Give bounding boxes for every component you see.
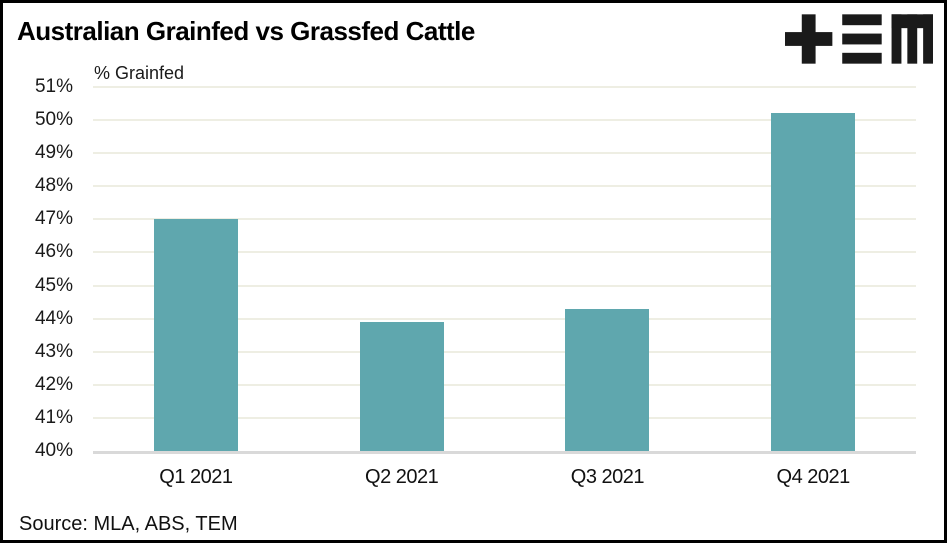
gridline [93, 350, 916, 353]
y-axis-tick-labels: 51% 50% 49% 48% 47% 46% 45% 44% 43% 42% 41% 40% [3, 76, 73, 461]
x-tick-label: Q2 2021 [365, 466, 439, 488]
bar-q2-2021 [359, 321, 444, 451]
bar-q3-2021 [565, 308, 650, 451]
bar-q1-2021 [153, 219, 238, 451]
y-tick-label: 41% [34, 406, 73, 428]
gridline [93, 185, 916, 188]
x-tick-label: Q3 2021 [570, 466, 645, 488]
gridline [93, 218, 916, 221]
y-tick-label: 49% [34, 142, 73, 164]
gridline [93, 251, 916, 254]
gridline [93, 119, 916, 122]
y-tick-label: 40% [34, 440, 73, 461]
source-note: Source: MLA, ABS, TEM [19, 513, 238, 535]
plot-area [93, 86, 916, 454]
x-tick-label: Q1 2021 [159, 466, 233, 488]
gridline [93, 284, 916, 287]
y-tick-label: 48% [34, 175, 73, 197]
y-tick-label: 42% [34, 373, 73, 395]
x-axis-tick-labels: Q1 2021 Q2 2021 Q3 2021 Q4 2021 [93, 466, 916, 492]
gridline [93, 416, 916, 419]
tem-logo-icon [785, 14, 933, 64]
x-tick-label: Q4 2021 [776, 466, 851, 488]
gridline [93, 383, 916, 386]
y-tick-label: 43% [34, 340, 73, 362]
y-tick-label: 46% [34, 241, 73, 263]
y-tick-label: 50% [34, 109, 73, 131]
y-tick-label: 47% [34, 208, 73, 230]
gridline [93, 317, 916, 320]
y-tick-label: 45% [34, 274, 73, 296]
y-tick-label: 44% [34, 307, 73, 329]
chart-title: Australian Grainfed vs Grassfed Cattle [17, 16, 475, 46]
y-tick-label: 51% [34, 76, 73, 97]
gridline [93, 152, 916, 155]
y-axis-title: % Grainfed [94, 63, 185, 83]
bar-q4-2021 [771, 113, 856, 451]
gridline [93, 86, 916, 88]
